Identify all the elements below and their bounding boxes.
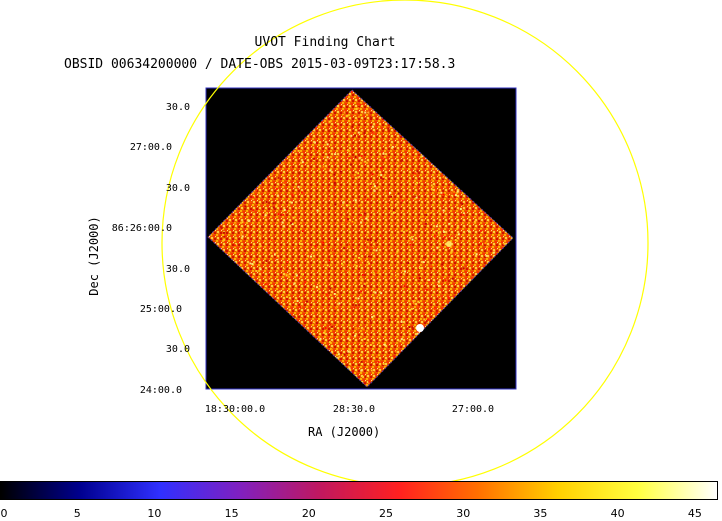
colorbar-tick-label: 10 xyxy=(147,507,162,520)
colorbar-tick-label: 40 xyxy=(610,507,625,520)
x-tick-label: 27:00.0 xyxy=(451,404,495,415)
chart-subtitle: OBSID 00634200000 / DATE-OBS 2015-03-09T… xyxy=(64,57,456,72)
y-tick-label: 30.0 xyxy=(165,264,190,275)
y-tick-label: 25:00.0 xyxy=(139,304,182,315)
colorbar-tick-label: 5 xyxy=(73,507,81,520)
y-tick-label: 27:00.0 xyxy=(129,142,172,153)
y-tick-label: 30.0 xyxy=(165,102,190,113)
bright-source-1 xyxy=(416,324,424,332)
colorbar-tick-label: 25 xyxy=(379,507,394,520)
bright-source-2 xyxy=(446,241,452,247)
y-axis-label: Dec (J2000) xyxy=(87,216,101,296)
x-axis-label: RA (J2000) xyxy=(308,425,381,439)
y-tick-label: 30.0 xyxy=(165,183,190,194)
colorbar-tick-label: 45 xyxy=(687,507,702,520)
y-tick-label: 86:26:00.0 xyxy=(111,223,172,234)
colorbar xyxy=(0,481,718,500)
colorbar-tick-label: 15 xyxy=(224,507,239,520)
y-tick-label: 24:00.0 xyxy=(139,385,182,396)
x-tick-label: 28:30.0 xyxy=(332,404,376,415)
colorbar-tick-label: 20 xyxy=(301,507,316,520)
y-tick-label: 30.0 xyxy=(165,344,190,355)
x-tick-label: 18:30:00.0 xyxy=(204,404,266,415)
colorbar-tick-label: 30 xyxy=(456,507,471,520)
diamond-edge xyxy=(207,89,514,388)
colorbar-tick-label: 0 xyxy=(0,507,8,520)
chart-title: UVOT Finding Chart xyxy=(254,35,396,50)
colorbar-tick-label: 35 xyxy=(533,507,548,520)
